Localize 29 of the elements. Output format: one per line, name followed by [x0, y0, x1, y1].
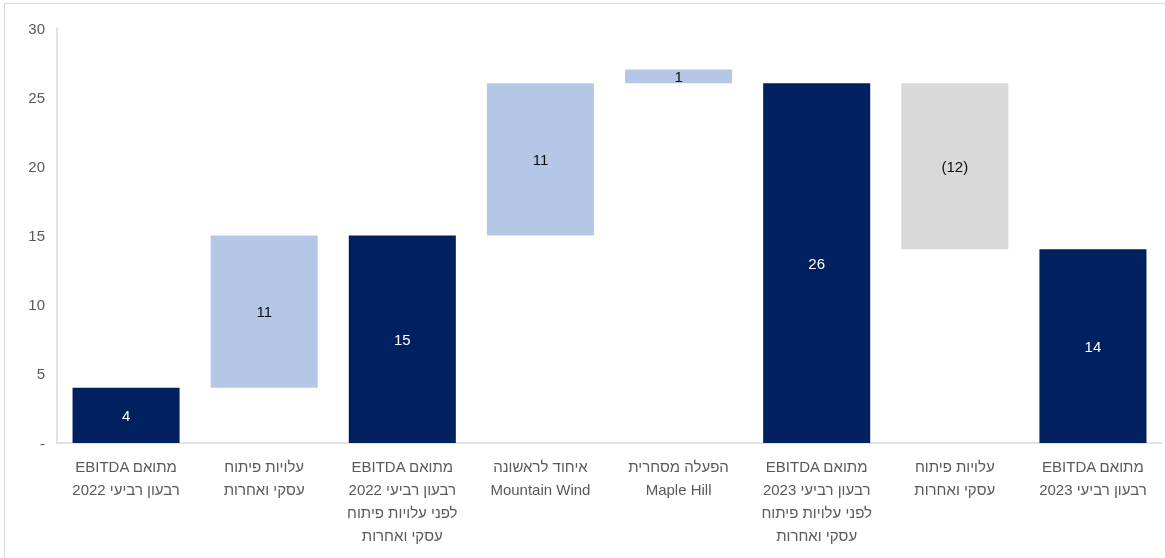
- x-tick-label: עלויות פיתוח עסקי ואחרות: [223, 458, 305, 498]
- x-tick-label: EBITDA מתואם רבעון רביעי 2022 לפני עלויות פיתוח עסקי ואחרות: [347, 458, 458, 544]
- data-label: 15: [393, 330, 411, 348]
- y-tick-label: -: [40, 434, 45, 452]
- bar: [901, 83, 1009, 250]
- x-tick-label: EBITDA מתואם רבעון רביעי 2023 לפני עלויות פיתוח עסקי ואחרות: [761, 458, 872, 544]
- x-tick-label: EBITDA מתואם רבעון רביעי 2023: [1039, 458, 1147, 498]
- x-tick-label: עלויות פיתוח עסקי ואחרות: [914, 458, 996, 498]
- bar: [210, 235, 318, 388]
- data-label: 26: [808, 254, 826, 272]
- bar: [486, 83, 594, 236]
- y-tick-label: 25: [28, 88, 45, 106]
- bar: [72, 387, 180, 443]
- y-tick-label: 5: [36, 365, 45, 383]
- data-label: 1: [674, 67, 683, 85]
- x-tick-label: EBITDA מתואם רבעון רביעי 2022: [72, 458, 180, 498]
- bar: [348, 235, 456, 443]
- bar: [763, 83, 871, 443]
- data-label: 4: [121, 406, 131, 424]
- data-label: 14: [1084, 337, 1102, 355]
- bar: [625, 69, 733, 84]
- y-tick-label: 20: [28, 157, 45, 175]
- bar: [1039, 249, 1147, 443]
- y-tick-label: 30: [28, 19, 45, 37]
- data-label: (12): [941, 157, 969, 175]
- data-label: 11: [532, 150, 549, 168]
- y-tick-label: 15: [28, 227, 45, 244]
- data-label: 11: [256, 303, 272, 321]
- y-tick-label: 10: [28, 296, 45, 314]
